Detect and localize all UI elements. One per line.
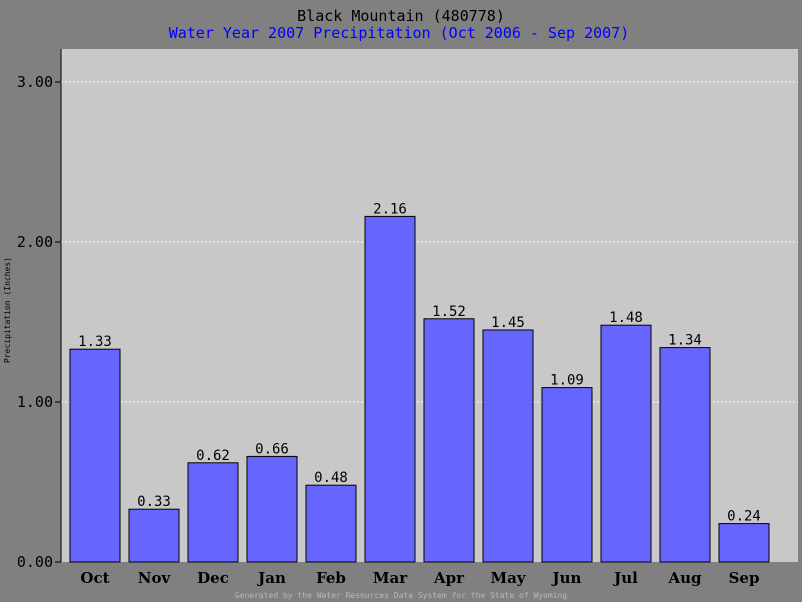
bar-jul	[600, 324, 652, 563]
x-tick-label: Aug	[667, 569, 702, 587]
bar-value-label: 0.66	[255, 441, 289, 457]
bar-mar	[364, 215, 416, 563]
bar-value-label: 0.24	[727, 509, 761, 525]
y-tick-label: 3.00	[17, 73, 53, 91]
y-tick-label: 0.00	[17, 553, 53, 571]
x-tick-label: Feb	[316, 569, 346, 587]
bar-value-label: 2.16	[373, 201, 407, 217]
x-tick-label: Dec	[197, 569, 229, 587]
y-tick-label: 1.00	[17, 393, 53, 411]
bar-value-label: 1.52	[432, 304, 466, 320]
x-tick-label: Jan	[256, 569, 286, 587]
x-tick-label: Apr	[433, 569, 465, 587]
chart-subtitle: Water Year 2007 Precipitation (Oct 2006 …	[169, 24, 630, 42]
bar-feb	[305, 484, 357, 563]
x-tick-label: Mar	[373, 569, 408, 587]
x-tick-label: Jun	[551, 569, 582, 587]
bar-jun	[541, 387, 593, 563]
bar-value-label: 0.33	[137, 494, 171, 510]
x-tick-label: Nov	[138, 569, 172, 587]
bar-may	[482, 329, 534, 563]
bars: 1.33 0.33 0.62 0.66 0.48 2.16 1.52 1.45 1.09 1.48…	[69, 201, 770, 563]
x-tick-label: Sep	[729, 569, 760, 587]
bar-nov	[128, 508, 180, 563]
chart-title: Black Mountain (480778)	[297, 7, 505, 25]
y-axis: 0.00 1.00 2.00 3.00	[17, 49, 62, 571]
bar-value-label: 1.48	[609, 310, 643, 326]
bar-oct	[69, 348, 121, 563]
bar-value-label: 1.33	[78, 334, 112, 350]
bar-dec	[187, 462, 239, 563]
x-axis: Oct Nov Dec Jan Feb Mar Apr May Jun Jul Aug Sep	[80, 569, 759, 587]
bar-sep	[718, 523, 770, 563]
bar-value-label: 1.09	[550, 373, 584, 389]
bar-value-label: 0.62	[196, 448, 230, 464]
y-tick-label: 2.00	[17, 233, 53, 251]
bar-jan	[246, 455, 298, 563]
x-tick-label: Oct	[80, 569, 109, 587]
x-tick-label: May	[490, 569, 526, 587]
bar-apr	[423, 318, 475, 563]
bar-value-label: 1.34	[668, 333, 702, 349]
bar-value-label: 1.45	[491, 315, 525, 331]
bar-value-label: 0.48	[314, 470, 348, 486]
y-axis-label: Precipitation (Inches)	[3, 257, 12, 363]
bar-aug	[659, 347, 711, 563]
footer-credit: Generated by the Water Resources Data Sy…	[235, 591, 568, 600]
x-tick-label: Jul	[612, 569, 638, 587]
